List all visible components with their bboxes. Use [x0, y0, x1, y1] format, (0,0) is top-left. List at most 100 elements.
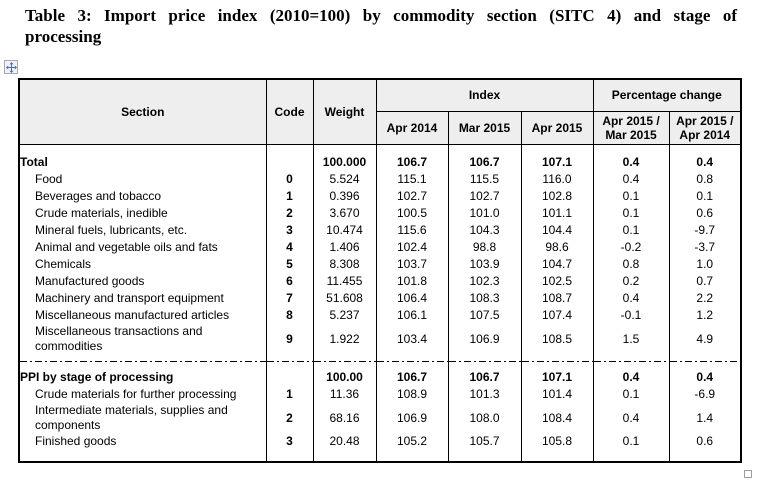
index-apr2015-cell: 116.0	[521, 171, 594, 188]
page-title-line-1: Table 3: Import price index (2010=100) b…	[25, 6, 737, 25]
change-yoy-cell: 2.2	[696, 291, 714, 305]
section-cell: Intermediate materials, supplies and com…	[19, 403, 267, 433]
index-apr2014-cell: 103.4	[376, 324, 449, 354]
change-yoy-cell: 1.0	[696, 257, 714, 271]
change-mom-cell: 0.4	[593, 171, 670, 188]
table-body: Total 100.000 106.7 106.7 107.1 0.4 0.4 Food 0 5.…	[19, 144, 742, 462]
index-apr2015-cell: 98.6	[521, 239, 594, 256]
spacer-cell	[376, 450, 449, 462]
divider-cell	[313, 360, 377, 363]
index-mar2015-cell: 102.3	[448, 273, 522, 290]
change-mom-cell: 0.8	[593, 256, 670, 273]
table-row: Miscellaneous manufactured articles 8 5.23…	[19, 307, 741, 324]
section-cell: Total	[19, 154, 267, 171]
index-mar2015-cell: 106.9	[448, 324, 522, 354]
code-cell: 3	[266, 433, 314, 450]
change-mom-cell: 0.1	[593, 386, 670, 403]
change-yoy-cell: 0.6	[696, 206, 714, 220]
index-apr2015-cell: 102.5	[521, 273, 594, 290]
change-mom-cell: 0.1	[593, 188, 670, 205]
table-header: Section Code Weight Index Percentage cha…	[19, 79, 742, 145]
code-cell: 1	[266, 386, 314, 403]
col-header-change-yoy: Apr 2015 / Apr 2014	[669, 111, 742, 145]
change-yoy-cell: -3.7	[694, 240, 716, 254]
table-row: PPI by stage of processing 100.00 106.7 106…	[19, 369, 741, 386]
col-header-change-mom: Apr 2015 / Mar 2015	[593, 111, 670, 145]
col-group-index: Index	[376, 79, 594, 112]
code-cell: 3	[266, 222, 314, 239]
index-apr2014-cell: 106.1	[376, 307, 449, 324]
spacer-cell	[448, 354, 522, 360]
weight-cell: 68.16	[313, 403, 377, 433]
index-apr2014-cell: 101.8	[376, 273, 449, 290]
spacer-cell	[266, 354, 314, 360]
code-cell: 7	[266, 290, 314, 307]
code-cell: 5	[266, 256, 314, 273]
index-mar2015-cell: 108.3	[448, 290, 522, 307]
spacer-row	[19, 354, 741, 360]
change-yoy-cell: 1.2	[696, 308, 714, 322]
index-mar2015-cell: 105.7	[448, 433, 522, 450]
spacer-cell	[376, 144, 449, 154]
section-cell: Beverages and tobacco	[19, 188, 267, 205]
change-yoy-cell: 1.4	[696, 410, 714, 425]
section-cell: Animal and vegetable oils and fats	[19, 239, 267, 256]
spacer-cell	[376, 354, 449, 360]
index-mar2015-cell: 102.7	[448, 188, 522, 205]
spacer-cell	[669, 144, 741, 154]
divider-cell	[266, 360, 314, 363]
change-yoy-line-2: Apr 2014	[679, 127, 731, 142]
spacer-cell	[376, 363, 449, 369]
table-row: Food 0 5.524 115.1 115.5 116.0 0.4 0.8	[19, 171, 741, 188]
change-yoy-cell: 0.4	[696, 370, 714, 384]
code-cell: 0	[266, 171, 314, 188]
index-apr2015-cell: 108.5	[521, 324, 594, 354]
index-apr2014-cell: 115.6	[376, 222, 449, 239]
section-cell: Miscellaneous transactions and commoditi…	[19, 324, 267, 354]
table-row: Machinery and transport equipment 7 51.608…	[19, 290, 741, 307]
section-cell: Food	[19, 171, 267, 188]
index-apr2015-cell: 101.1	[521, 205, 594, 222]
index-mar2015-cell: 103.9	[448, 256, 522, 273]
code-cell	[266, 154, 314, 171]
index-mar2015-cell: 108.0	[448, 403, 522, 433]
spacer-cell	[313, 450, 377, 462]
index-apr2014-cell: 108.9	[376, 386, 449, 403]
index-apr2014-cell: 106.4	[376, 290, 449, 307]
index-mar2015-cell: 101.3	[448, 386, 522, 403]
table-move-handle[interactable]	[4, 60, 18, 74]
spacer-cell	[521, 450, 594, 462]
weight-cell: 1.922	[313, 324, 377, 354]
spacer-cell	[448, 144, 522, 154]
weight-cell: 11.455	[313, 273, 377, 290]
spacer-cell	[266, 144, 314, 154]
section-cell: Machinery and transport equipment	[19, 290, 267, 307]
change-mom-cell: 0.4	[593, 369, 670, 386]
spacer-cell	[521, 363, 594, 369]
index-apr2014-cell: 100.5	[376, 205, 449, 222]
change-yoy-line-1: Apr 2015 /	[676, 113, 734, 128]
index-apr2015-cell: 104.7	[521, 256, 594, 273]
index-apr2014-cell: 102.7	[376, 188, 449, 205]
table-resize-handle[interactable]	[744, 470, 752, 478]
change-mom-cell: 0.1	[593, 205, 670, 222]
change-mom-cell: -0.1	[593, 307, 670, 324]
change-yoy-cell: -9.7	[694, 223, 716, 237]
index-mar2015-cell: 104.3	[448, 222, 522, 239]
spacer-row	[19, 363, 741, 369]
change-mom-line-1: Apr 2015 /	[602, 113, 660, 128]
index-apr2015-cell: 108.4	[521, 403, 594, 433]
index-mar2015-cell: 115.5	[448, 171, 522, 188]
col-header-weight: Weight	[313, 79, 377, 145]
spacer-cell	[19, 363, 267, 369]
spacer-cell	[266, 450, 314, 462]
weight-cell: 3.670	[313, 205, 377, 222]
page-title-line-2: processing	[25, 27, 102, 46]
change-mom-line-2: Mar 2015	[605, 127, 657, 142]
divider-cell	[19, 360, 267, 363]
index-apr2014-cell: 106.7	[376, 369, 449, 386]
spacer-cell	[266, 363, 314, 369]
index-apr2015-cell: 104.4	[521, 222, 594, 239]
weight-cell: 20.48	[313, 433, 377, 450]
change-mom-cell: 0.4	[593, 154, 670, 171]
